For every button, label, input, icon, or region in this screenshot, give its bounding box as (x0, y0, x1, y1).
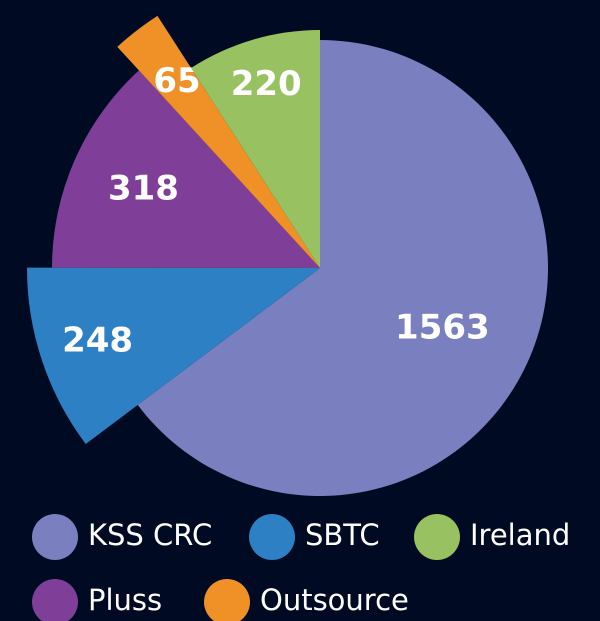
legend-label: SBTC (305, 518, 380, 552)
pie-slice (191, 30, 320, 268)
legend-swatch (249, 514, 295, 560)
slice-label: 220 (231, 64, 302, 104)
legend-label: Pluss (88, 583, 162, 617)
legend-swatch (204, 579, 250, 621)
legend-swatch (414, 514, 460, 560)
pie-slice (117, 15, 320, 268)
legend-swatch (32, 579, 78, 621)
pie-slice (26, 267, 320, 444)
pie-slice (137, 40, 548, 496)
slice-label: 1563 (395, 308, 490, 348)
slice-label: 248 (62, 321, 133, 361)
legend-label: KSS CRC (88, 518, 212, 552)
legend-label: Ireland (470, 518, 570, 552)
legend-label: Outsource (260, 583, 409, 617)
pie-slice (52, 70, 321, 268)
legend-swatch (32, 514, 78, 560)
slice-label: 318 (108, 169, 179, 209)
